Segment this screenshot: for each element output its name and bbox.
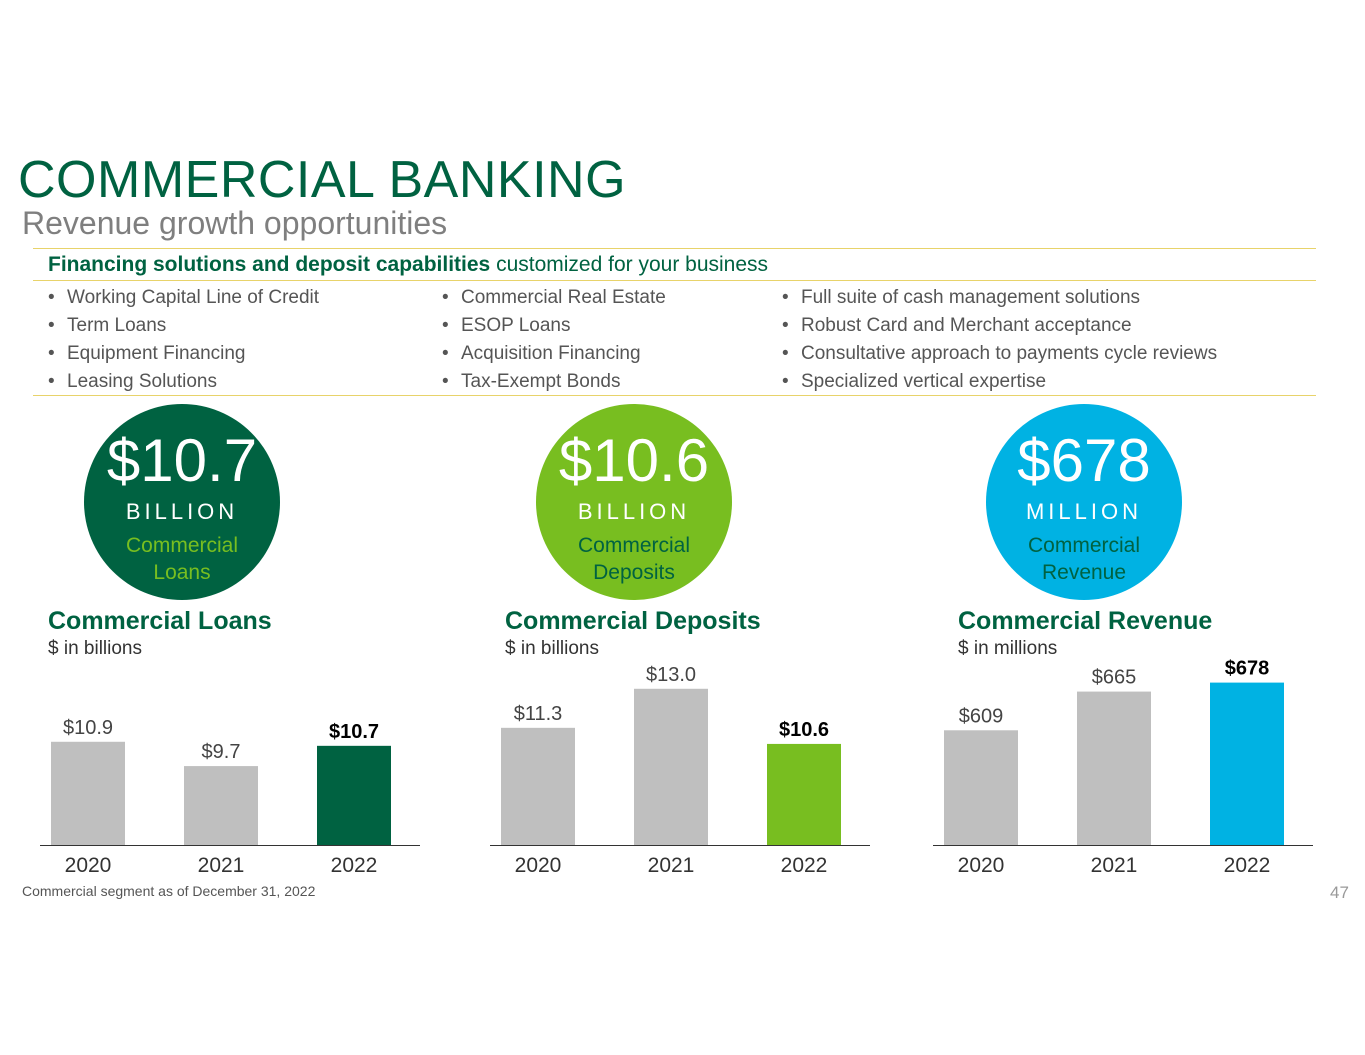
highlight-label-line2: Loans (153, 561, 211, 584)
x-tick-label: 2020 (65, 854, 112, 877)
data-label: $665 (1092, 667, 1137, 689)
highlight-value: $678 (1017, 427, 1151, 494)
bar-2021 (1077, 691, 1151, 845)
bullet-item: Equipment Financing (48, 340, 319, 368)
bar-2021 (634, 688, 708, 845)
footnote: Commercial segment as of December 31, 20… (22, 883, 316, 899)
highlight-unit: BILLION (125, 499, 239, 524)
tagline: Financing solutions and deposit capabili… (48, 253, 768, 277)
data-label: $609 (959, 705, 1004, 727)
data-label: $13.0 (646, 664, 696, 686)
chart-commercial-revenue: $609 2020 $665 2021 $678 2022 (933, 658, 1313, 877)
x-tick-label: 2022 (781, 854, 828, 877)
x-tick-label: 2021 (198, 854, 245, 877)
divider-bottom (33, 395, 1316, 396)
x-tick-label: 2020 (958, 854, 1005, 877)
chart-commercial-deposits: $11.3 2020 $13.0 2021 $10.6 2022 (490, 664, 870, 877)
bullet-item: Tax-Exempt Bonds (442, 368, 666, 396)
highlight-value: $10.7 (106, 427, 258, 494)
bullet-column-1: Working Capital Line of Credit Term Loan… (48, 284, 319, 396)
x-tick-label: 2020 (515, 854, 562, 877)
bar-2021 (184, 766, 258, 845)
bullet-item: Leasing Solutions (48, 368, 319, 396)
highlight-unit: BILLION (577, 499, 691, 524)
data-label: $10.7 (329, 721, 379, 743)
x-tick-label: 2022 (331, 854, 378, 877)
bar-2022 (317, 745, 391, 845)
page-number: 47 (1330, 883, 1349, 902)
highlight-label-line1: Commercial (577, 534, 690, 557)
bar-2020 (501, 727, 575, 845)
bullet-item: Commercial Real Estate (442, 284, 666, 312)
bullet-item: ESOP Loans (442, 312, 666, 340)
highlight-circle-revenue: $678 MILLION Commercial Revenue (986, 404, 1182, 600)
highlight-label-line2: Deposits (593, 561, 675, 584)
highlight-label: Commercial Revenue (986, 532, 1182, 586)
highlight-label: Commercial Deposits (536, 532, 732, 586)
highlight-circle-deposits: $10.6 BILLION Commercial Deposits (536, 404, 732, 600)
bullet-item: Acquisition Financing (442, 340, 666, 368)
chart-title-revenue: Commercial Revenue (958, 607, 1213, 635)
highlight-value: $10.6 (558, 427, 710, 494)
x-tick-label: 2022 (1224, 854, 1271, 877)
chart-title-deposits: Commercial Deposits (505, 607, 761, 635)
bullet-item: Full suite of cash management solutions (782, 284, 1217, 312)
chart-subtitle-loans: $ in billions (48, 638, 142, 659)
bullet-column-3: Full suite of cash management solutions … (782, 284, 1217, 396)
highlight-label-line1: Commercial (1027, 534, 1140, 557)
page-title: COMMERCIAL BANKING (18, 151, 627, 209)
chart-subtitle-deposits: $ in billions (505, 638, 599, 659)
bullet-column-2: Commercial Real Estate ESOP Loans Acquis… (442, 284, 666, 396)
data-label: $11.3 (514, 703, 563, 725)
bar-2020 (51, 741, 125, 845)
chart-commercial-loans: $10.9 2020 $9.7 2021 $10.7 2022 (40, 717, 420, 877)
bullet-item: Robust Card and Merchant acceptance (782, 312, 1217, 340)
bar-2022 (767, 743, 841, 845)
bullet-item: Term Loans (48, 312, 319, 340)
data-label: $10.6 (779, 719, 829, 741)
highlight-label-line1: Commercial (125, 534, 238, 557)
highlight-circle-loans: $10.7 BILLION Commercial Loans (84, 404, 280, 600)
divider-top (33, 248, 1316, 249)
tagline-bold: Financing solutions and deposit capabili… (48, 253, 491, 276)
data-label: $10.9 (63, 717, 113, 739)
divider-middle (33, 280, 1316, 281)
tagline-rest: customized for your business (490, 253, 769, 276)
page-subtitle: Revenue growth opportunities (22, 205, 448, 241)
highlight-label: Commercial Loans (84, 532, 280, 586)
x-tick-label: 2021 (648, 854, 695, 877)
bullet-item: Specialized vertical expertise (782, 368, 1217, 396)
bar-2022 (1210, 682, 1284, 845)
bullet-item: Consultative approach to payments cycle … (782, 340, 1217, 368)
highlight-unit: MILLION (1025, 499, 1143, 524)
chart-subtitle-revenue: $ in millions (958, 638, 1058, 659)
bar-2020 (944, 730, 1018, 845)
highlight-label-line2: Revenue (1041, 561, 1127, 584)
x-tick-label: 2021 (1091, 854, 1138, 877)
data-label: $678 (1225, 658, 1270, 680)
chart-title-loans: Commercial Loans (48, 607, 272, 635)
bullet-item: Working Capital Line of Credit (48, 284, 319, 312)
data-label: $9.7 (202, 741, 241, 763)
